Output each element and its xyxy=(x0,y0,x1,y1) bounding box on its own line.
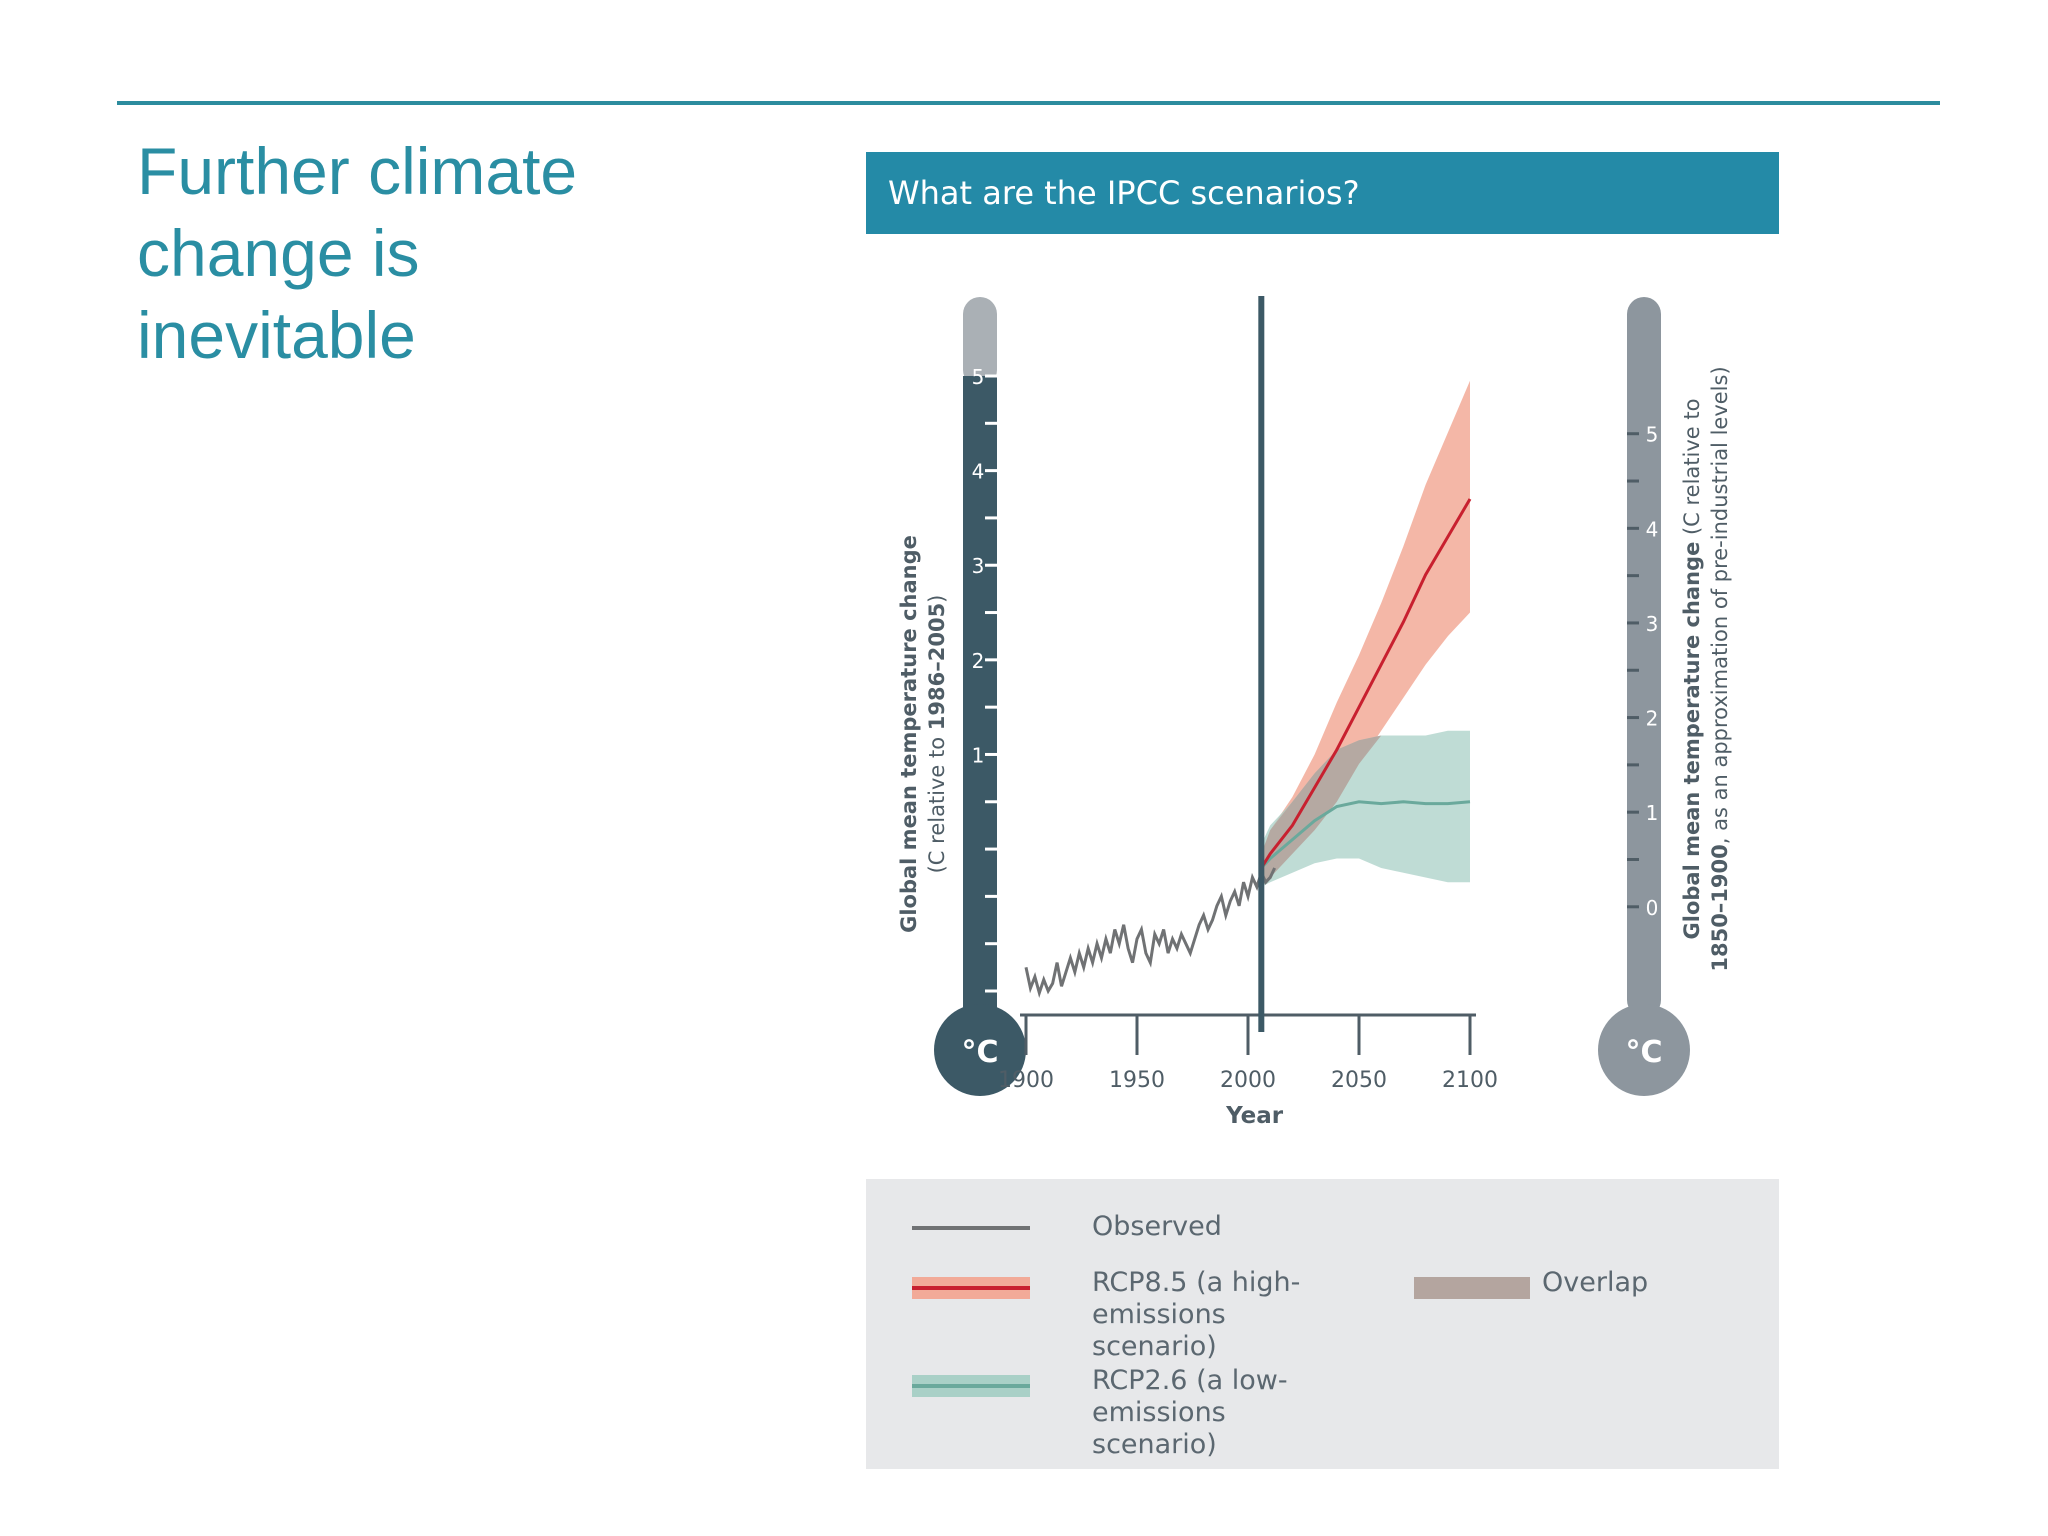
panel-header-title: What are the IPCC scenarios? xyxy=(888,174,1360,212)
legend-item-rcp26: RCP2.6 (a low-emissions scenario) xyxy=(912,1365,1412,1460)
x-axis-tick-label: 2050 xyxy=(1331,1068,1387,1093)
temperature-chart: °C 1 2 3 4 5 Global mean temperature change (C … xyxy=(897,296,1732,1129)
right-unit-label: °C xyxy=(1625,1035,1662,1070)
left-axis-tick-label: 1 xyxy=(972,743,985,767)
left-axis-tick-label: 2 xyxy=(972,649,985,673)
slide-title-line: inevitable xyxy=(137,298,416,372)
legend-item-overlap: Overlap xyxy=(1414,1267,1714,1307)
left-unit-label: °C xyxy=(961,1035,998,1070)
rcp26-uncertainty-band xyxy=(1261,730,1470,887)
legend-label-rcp85-line2: scenario) xyxy=(1092,1331,1217,1362)
right-axis-tick-label: 5 xyxy=(1646,423,1659,447)
slide-left-area xyxy=(0,0,440,1536)
left-axis-tick-label: 4 xyxy=(972,460,985,484)
legend-swatch-rcp26-line xyxy=(912,1384,1030,1388)
left-axis-title-line1: Global mean temperature change xyxy=(897,535,921,933)
chart-area: °C 1 2 3 4 5 Global mean temperature change (C … xyxy=(866,234,1779,1179)
x-axis-tick-label: 2000 xyxy=(1220,1068,1276,1093)
legend-label-overlap: Overlap xyxy=(1542,1267,1649,1298)
legend-label-rcp26-line2: scenario) xyxy=(1092,1429,1217,1460)
observed-line xyxy=(1024,867,1276,999)
legend-label-rcp85-line1: RCP8.5 (a high-emissions xyxy=(1092,1267,1301,1330)
legend-label-observed: Observed xyxy=(1092,1211,1222,1242)
right-axis-tick-label: 0 xyxy=(1646,896,1659,920)
top-divider xyxy=(117,101,1940,105)
left-axis-title-line2: (C relative to 1986–2005) xyxy=(925,595,949,874)
legend-swatch-rcp85-line xyxy=(912,1286,1030,1290)
right-axis-tick-label: 3 xyxy=(1646,612,1659,636)
rcp85-uncertainty-band xyxy=(1261,380,1470,887)
legend-label-rcp85: RCP8.5 (a high-emissions scenario) xyxy=(1092,1267,1412,1363)
right-axis-title: Global mean temperature change (C relati… xyxy=(1680,366,1732,971)
x-axis-tick-label: 1950 xyxy=(1109,1068,1165,1093)
right-axis-tick-label: 4 xyxy=(1646,517,1659,541)
left-axis-title: Global mean temperature change (C relativ… xyxy=(897,535,949,933)
x-axis-title: Year xyxy=(1225,1103,1284,1129)
left-thermometer-bulb xyxy=(934,1004,1026,1096)
slide-title: Further climate change is inevitable xyxy=(137,130,697,376)
left-axis-tick-label: 5 xyxy=(972,365,985,389)
legend-swatch-overlap xyxy=(1414,1277,1530,1299)
legend-item-rcp85: RCP8.5 (a high-emissions scenario) xyxy=(912,1267,1412,1362)
right-axis-title-line2: 1850–1900, as an approximation of pre-in… xyxy=(1708,366,1732,971)
right-thermometer-tube xyxy=(1627,297,1661,1017)
rcp26-line xyxy=(1260,800,1471,870)
legend-panel: Observed RCP8.5 (a high-emissions scenar… xyxy=(866,1179,1779,1469)
legend-label-rcp26: RCP2.6 (a low-emissions scenario) xyxy=(1092,1365,1412,1461)
x-axis-tick-label: 2100 xyxy=(1442,1068,1498,1093)
right-thermometer-bulb xyxy=(1598,1004,1690,1096)
panel-header: What are the IPCC scenarios? xyxy=(866,152,1779,234)
right-axis-tick-label: 2 xyxy=(1646,707,1659,731)
right-axis-title-line1: Global mean temperature change (C relati… xyxy=(1680,399,1704,940)
legend-item-observed: Observed xyxy=(912,1209,1312,1249)
slide-title-line: change is xyxy=(137,216,420,290)
legend-label-rcp26-line1: RCP2.6 (a low-emissions xyxy=(1092,1365,1288,1428)
left-thermometer-tube xyxy=(963,376,997,1015)
legend-swatch-observed xyxy=(912,1226,1030,1230)
left-axis-tick-label: 3 xyxy=(972,554,985,578)
rcp85-line xyxy=(1260,498,1472,869)
left-thermometer-top xyxy=(963,297,997,387)
slide-title-line: Further climate xyxy=(137,134,578,208)
x-axis-tick-label: 1900 xyxy=(998,1068,1054,1093)
right-axis-tick-label: 1 xyxy=(1646,801,1659,825)
